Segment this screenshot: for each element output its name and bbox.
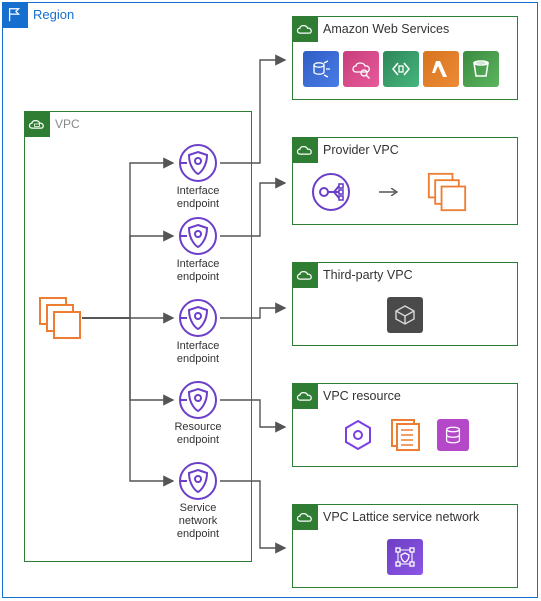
svc-provider-label: Provider VPC [323,143,399,157]
db-icon [437,419,469,451]
svc-thirdparty-vpc: Third-party VPC [292,262,518,346]
list-icon [389,418,423,452]
aws-rds-icon [303,51,339,87]
svc-provider-vpc: Provider VPC [292,137,518,225]
cloud-icon [27,117,47,131]
region-label: Region [33,7,74,22]
endpoint-icon [178,216,218,256]
provider-icons [311,172,467,212]
svc-thirdparty-label: Third-party VPC [323,268,413,282]
client-instances-icon [38,296,82,340]
svc-tab [292,504,318,530]
arrow-icon [379,188,399,196]
cloud-icon [295,510,315,524]
endpoint-label-2: Interface endpoint [163,258,233,284]
svc-vpcres-label: VPC resource [323,389,401,403]
flag-icon [6,6,24,24]
instances-icon [427,172,467,212]
svc-vpc-resource: VPC resource [292,383,518,467]
aws-api-icon [383,51,419,87]
svc-tab [292,262,318,288]
cloud-icon [295,143,315,157]
vpcres-icons [311,418,499,452]
svc-tab [292,137,318,163]
svc-aws: Amazon Web Services [292,16,518,100]
lattice-icons [311,539,499,575]
svc-lattice-label: VPC Lattice service network [323,510,479,524]
region-tab [2,2,28,28]
endpoint-label-3: Interface endpoint [163,340,233,366]
cloud-icon [295,389,315,403]
cloud-icon [295,268,315,282]
lattice-icon [387,539,423,575]
vpc-label: VPC [55,117,80,131]
service-network-endpoint [178,461,218,501]
endpoint-label-1: Interface endpoint [163,185,233,211]
hex-icon [341,418,375,452]
aws-lambda-icon [423,51,459,87]
interface-endpoint-1 [178,143,218,183]
cloud-icon [295,22,315,36]
svc-lattice: VPC Lattice service network [292,504,518,588]
endpoint-label-4: Resource endpoint [163,421,233,447]
svc-aws-label: Amazon Web Services [323,22,449,36]
resource-endpoint [178,380,218,420]
endpoint-icon [178,298,218,338]
endpoint-icon [178,461,218,501]
endpoint-icon [178,380,218,420]
svc-tab [292,16,318,42]
interface-endpoint-2 [178,216,218,256]
svc-tab [292,383,318,409]
aws-s3-icon [463,51,499,87]
aws-cloud-icon [343,51,379,87]
interface-endpoint-3 [178,298,218,338]
thirdparty-icons [311,297,499,333]
vpc-tab [24,111,50,137]
endpoint-label-5: Service network endpoint [163,502,233,542]
diagram-canvas: Region VPC Interface endpoint [0,0,541,601]
load-balancer-icon [311,172,351,212]
endpoint-icon [178,143,218,183]
cube-icon [387,297,423,333]
aws-icons-row [303,51,499,87]
